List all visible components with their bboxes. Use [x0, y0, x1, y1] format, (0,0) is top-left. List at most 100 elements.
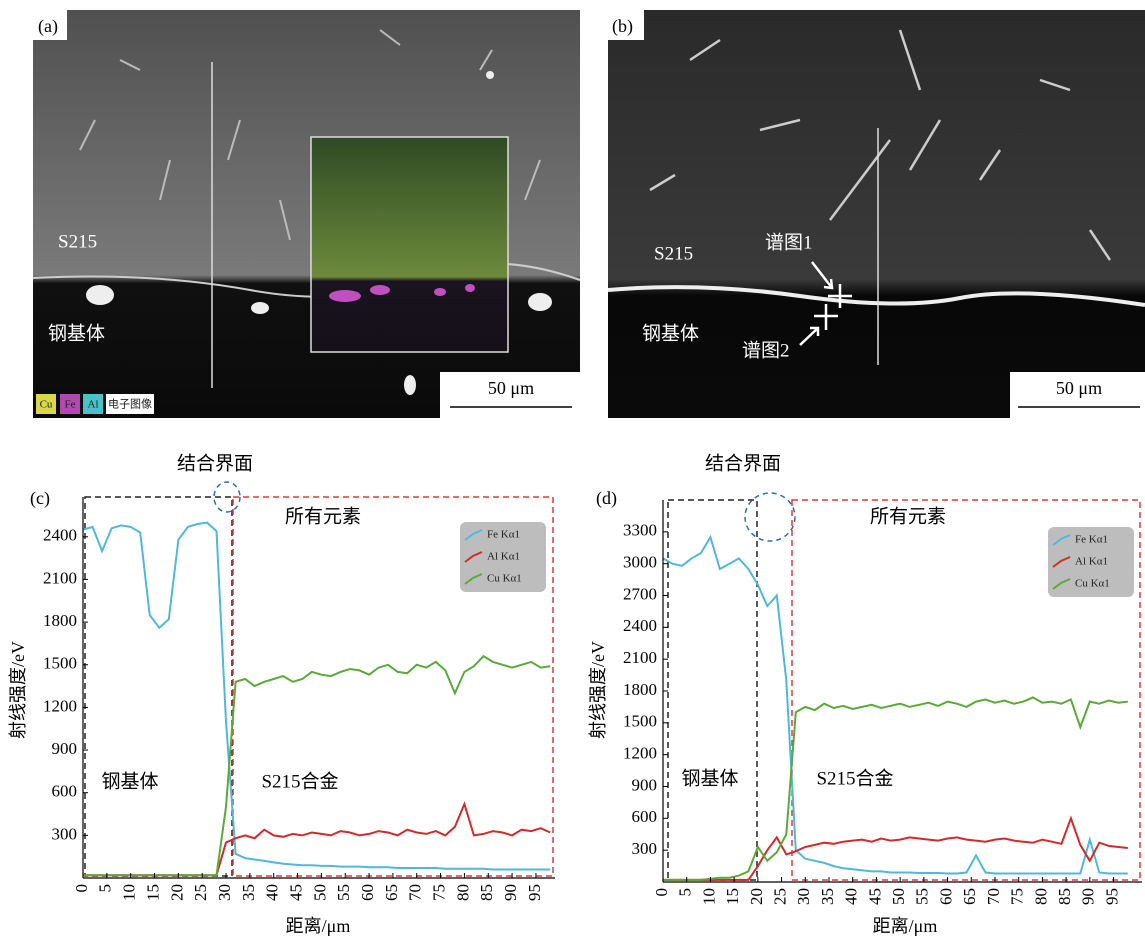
y-tick-label: 1500: [623, 712, 657, 731]
y-tick-label: 600: [52, 782, 78, 801]
interface-label: 结合界面: [705, 452, 781, 474]
x-tick-label: 70: [984, 888, 1003, 905]
series-line: [83, 804, 550, 875]
sem-image-b: 50 μm (b) S215 钢基体 谱图1 谱图2: [608, 10, 1145, 418]
x-tick-label: 35: [818, 888, 837, 905]
x-tick-label: 95: [525, 884, 544, 901]
x-tick-label: 20: [167, 884, 186, 901]
substrate-region: [85, 497, 232, 876]
x-tick-label: 15: [723, 888, 742, 905]
x-tick-label: 15: [143, 884, 162, 901]
legend-label: Al Kα1: [1075, 556, 1108, 568]
x-tick-label: 30: [215, 884, 234, 901]
y-tick-label: 900: [632, 775, 658, 794]
y-tick-label: 900: [52, 739, 78, 758]
y-axis-title: 射线强度/eV: [588, 641, 608, 739]
y-tick-label: 3000: [623, 553, 657, 572]
alloy-label: S215合金: [816, 767, 893, 789]
y-tick-label: 2700: [623, 584, 657, 603]
sem-background: [608, 10, 1145, 418]
x-tick-label: 40: [263, 884, 282, 901]
y-tick-label: 1800: [43, 611, 77, 630]
substrate-region: [668, 500, 757, 880]
region-label: 钢基体: [642, 322, 699, 344]
x-tick-label: 5: [96, 884, 115, 893]
legend-label: Cu Kα1: [487, 573, 522, 585]
x-tick-label: 65: [960, 888, 979, 905]
x-axis-title: 距离/μm: [873, 916, 938, 936]
x-tick-label: 50: [310, 884, 329, 901]
y-tick-label: 1200: [623, 744, 657, 763]
x-tick-label: 90: [501, 884, 520, 901]
scale-label: 50 μm: [488, 378, 534, 398]
sem-image-a: 50 μm (a) S215 钢基体 Cu Fe Al 电子图像: [33, 10, 580, 418]
y-tick-label: 2100: [43, 568, 77, 587]
legend-label: Fe Kα1: [1075, 534, 1108, 546]
panel-label: (d): [596, 488, 617, 509]
legend-label: Al: [88, 399, 99, 411]
region-label: 钢基体: [48, 322, 105, 344]
alloy-label: S215合金: [261, 770, 338, 792]
panel-label: (c): [30, 488, 50, 509]
y-tick-label: 1200: [43, 696, 77, 715]
x-tick-label: 65: [382, 884, 401, 901]
y-tick-label: 300: [52, 824, 78, 843]
x-tick-label: 75: [1008, 888, 1027, 905]
x-tick-label: 0: [652, 888, 671, 897]
y-tick-label: 1800: [623, 680, 657, 699]
y-tick-label: 1500: [43, 654, 77, 673]
x-tick-label: 60: [358, 884, 377, 901]
scale-label: 50 μm: [1056, 378, 1102, 398]
x-tick-label: 10: [120, 884, 139, 901]
y-tick-label: 600: [632, 807, 658, 826]
region-label: S215: [654, 243, 693, 264]
x-tick-label: 5: [676, 888, 695, 897]
x-tick-label: 25: [191, 884, 210, 901]
page: 50 μm (a) S215 钢基体 Cu Fe Al 电子图像 50 μm (…: [0, 0, 1145, 943]
y-axis-title: 射线强度/eV: [8, 641, 28, 739]
all-elements-label: 所有元素: [870, 505, 946, 527]
x-axis-title: 距离/μm: [286, 916, 351, 936]
y-tick-label: 2400: [43, 526, 77, 545]
x-tick-label: 45: [286, 884, 305, 901]
all-elements-label: 所有元素: [285, 505, 361, 527]
x-tick-label: 10: [699, 888, 718, 905]
x-tick-label: 0: [72, 884, 91, 893]
y-tick-label: 300: [632, 839, 658, 858]
x-tick-label: 85: [1055, 888, 1074, 905]
x-tick-label: 40: [842, 888, 861, 905]
y-tick-label: 2400: [623, 616, 657, 635]
x-tick-label: 35: [239, 884, 258, 901]
substrate-label: 钢基体: [101, 770, 158, 792]
legend-label: 电子图像: [108, 398, 152, 411]
x-tick-label: 50: [889, 888, 908, 905]
x-tick-label: 70: [406, 884, 425, 901]
x-tick-label: 45: [865, 888, 884, 905]
interface-label: 结合界面: [177, 452, 253, 474]
spectrum-label: 谱图1: [765, 231, 813, 253]
x-tick-label: 25: [770, 888, 789, 905]
series-line: [83, 656, 550, 875]
x-tick-label: 20: [747, 888, 766, 905]
spectrum-label: 谱图2: [742, 339, 790, 361]
y-tick-label: 3300: [623, 521, 657, 540]
x-tick-label: 80: [453, 884, 472, 901]
legend-label: Cu Kα1: [1075, 578, 1110, 590]
panel-label: (b): [612, 16, 633, 37]
x-tick-label: 85: [477, 884, 496, 901]
x-tick-label: 80: [1031, 888, 1050, 905]
legend-label: Fe Kα1: [487, 529, 520, 541]
panel-label: (a): [38, 16, 58, 37]
legend-label: Cu: [40, 399, 53, 411]
substrate-label: 钢基体: [681, 767, 738, 789]
x-tick-label: 95: [1102, 888, 1121, 905]
x-tick-label: 60: [936, 888, 955, 905]
x-tick-label: 55: [913, 888, 932, 905]
eds-map-box: [311, 137, 508, 352]
x-tick-label: 75: [429, 884, 448, 901]
figure: 50 μm (a) S215 钢基体 Cu Fe Al 电子图像 50 μm (…: [0, 0, 1145, 943]
x-tick-label: 55: [334, 884, 353, 901]
x-tick-label: 30: [794, 888, 813, 905]
x-tick-label: 90: [1079, 888, 1098, 905]
region-label: S215: [58, 231, 97, 252]
